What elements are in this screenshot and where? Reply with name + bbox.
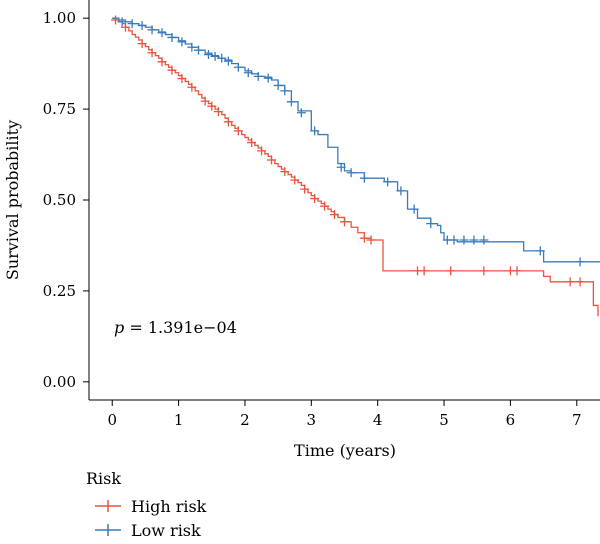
high-risk-censor-mark bbox=[177, 74, 187, 84]
high-risk-censor-mark bbox=[330, 210, 340, 220]
high-risk-censor-mark bbox=[479, 266, 489, 276]
low-risk-censor-mark bbox=[147, 25, 157, 35]
high-risk-censor-mark bbox=[213, 107, 223, 117]
low-risk-censor-mark bbox=[273, 80, 283, 90]
high-risk-censor-mark bbox=[280, 167, 290, 177]
x-tick-label: 4 bbox=[373, 411, 383, 429]
high-risk-censor-mark bbox=[167, 65, 177, 75]
high-risk-censor-mark bbox=[310, 194, 320, 204]
low-risk-censor-mark bbox=[409, 204, 419, 214]
x-tick-label: 5 bbox=[439, 411, 449, 429]
low-risk-censor-mark bbox=[253, 71, 263, 81]
legend-item-high-risk: High risk bbox=[95, 497, 207, 516]
high-risk-censor-mark bbox=[257, 146, 267, 156]
low-risk-censor-mark bbox=[346, 168, 356, 178]
low-risk-censor-mark bbox=[575, 257, 585, 267]
x-tick-label: 1 bbox=[174, 411, 184, 429]
low-risk-censor-mark bbox=[449, 235, 459, 245]
high-risk-censor-mark bbox=[340, 217, 349, 227]
high-risk-censor-mark bbox=[137, 39, 147, 49]
low-risk-censor-mark bbox=[187, 42, 197, 52]
low-risk-censor-mark bbox=[459, 235, 469, 245]
low-risk-censor-mark bbox=[310, 126, 320, 136]
x-axis-ticks: 0 1 2 3 4 5 6 7 bbox=[107, 400, 582, 429]
high-risk-censor-mark bbox=[320, 201, 330, 211]
high-risk-censor-mark bbox=[233, 126, 243, 136]
low-risk-censor-mark bbox=[263, 73, 273, 83]
low-risk-censor-mark bbox=[157, 28, 167, 38]
y-tick-label: 0.50 bbox=[43, 191, 76, 209]
high-risk-censor-mark bbox=[267, 155, 276, 165]
high-risk-censor-mark bbox=[121, 22, 130, 32]
low-risk-censor-mark bbox=[280, 86, 290, 96]
high-risk-censor-mark bbox=[359, 233, 369, 243]
y-tick-label: 0.75 bbox=[43, 100, 76, 118]
low-risk-censor-mark bbox=[243, 68, 253, 78]
low-risk-censor-mark bbox=[194, 45, 203, 55]
high-risk-censor-mark bbox=[207, 101, 217, 111]
legend: Risk High risk Low risk bbox=[86, 469, 207, 540]
high-risk-censor-mark bbox=[575, 277, 585, 287]
y-tick-label: 0.00 bbox=[43, 373, 76, 391]
low-risk-censor-mark bbox=[296, 108, 306, 118]
high-risk-censor-mark bbox=[157, 57, 167, 67]
low-risk-censor-mark bbox=[426, 219, 436, 229]
y-axis-title: Survival probability bbox=[3, 120, 22, 280]
legend-items: High risk Low risk bbox=[95, 497, 207, 540]
high-risk-legend-label: High risk bbox=[131, 497, 207, 516]
high-risk-censor-mark bbox=[200, 96, 210, 106]
high-risk-curve bbox=[112, 17, 599, 317]
low-risk-censor-mark bbox=[479, 235, 489, 245]
low-risk-censor-mark bbox=[223, 56, 233, 66]
high-risk-censor-mark bbox=[366, 235, 376, 245]
low-risk-censor-mark bbox=[359, 173, 369, 183]
low-risk-censor-mark bbox=[117, 17, 127, 27]
x-tick-label: 7 bbox=[572, 411, 582, 429]
low-risk-censor-mark bbox=[210, 51, 220, 61]
low-risk-censor-mark bbox=[127, 19, 137, 29]
low-risk-censor-mark bbox=[535, 246, 545, 256]
plot-area: 0.00 0.25 0.50 0.75 1.00 0 1 2 3 4 5 6 7 p = 1.391e… bbox=[43, 0, 600, 429]
low-risk-censor-mark bbox=[137, 20, 147, 30]
low-risk-censor-mark bbox=[469, 235, 479, 245]
p-value-text: = 1.391e−04 bbox=[124, 318, 237, 337]
low-risk-censor-mark bbox=[203, 50, 213, 60]
high-risk-censor-mark bbox=[512, 266, 522, 276]
low-risk-legend-label: Low risk bbox=[131, 521, 201, 540]
x-tick-label: 2 bbox=[240, 411, 250, 429]
low-risk-curve bbox=[112, 17, 600, 263]
high-risk-censor-mark bbox=[300, 184, 310, 194]
x-axis-title: Time (years) bbox=[294, 441, 396, 460]
survival-curves bbox=[111, 15, 600, 317]
low-risk-censor-mark bbox=[217, 53, 227, 63]
high-risk-censor-mark bbox=[446, 266, 456, 276]
high-risk-censor-mark bbox=[187, 82, 197, 92]
x-tick-label: 6 bbox=[506, 411, 516, 429]
p-symbol: p bbox=[114, 318, 124, 337]
high-risk-censor-mark bbox=[565, 277, 575, 287]
p-value-annotation: p = 1.391e−04 bbox=[114, 318, 237, 337]
low-risk-censor-mark bbox=[233, 62, 243, 72]
low-risk-censor-mark bbox=[286, 97, 296, 107]
legend-title: Risk bbox=[86, 469, 121, 488]
y-axis-ticks: 0.00 0.25 0.50 0.75 1.00 bbox=[43, 9, 89, 391]
high-risk-censor-mark bbox=[247, 138, 257, 148]
low-risk-censor-mark bbox=[167, 32, 177, 42]
high-risk-censor-mark bbox=[419, 266, 429, 276]
high-risk-censor-mark bbox=[223, 117, 233, 127]
high-risk-censor-mark bbox=[147, 48, 157, 58]
x-tick-label: 3 bbox=[307, 411, 317, 429]
low-risk-censor-mark bbox=[396, 186, 406, 196]
low-risk-censor-mark bbox=[383, 177, 393, 187]
x-tick-label: 0 bbox=[107, 411, 117, 429]
legend-item-low-risk: Low risk bbox=[95, 521, 201, 540]
low-risk-censor-mark bbox=[177, 37, 187, 47]
y-tick-label: 0.25 bbox=[43, 282, 76, 300]
y-tick-label: 1.00 bbox=[43, 9, 76, 27]
low-risk-censor-mark bbox=[336, 162, 346, 172]
high-risk-censor-mark bbox=[290, 175, 300, 185]
